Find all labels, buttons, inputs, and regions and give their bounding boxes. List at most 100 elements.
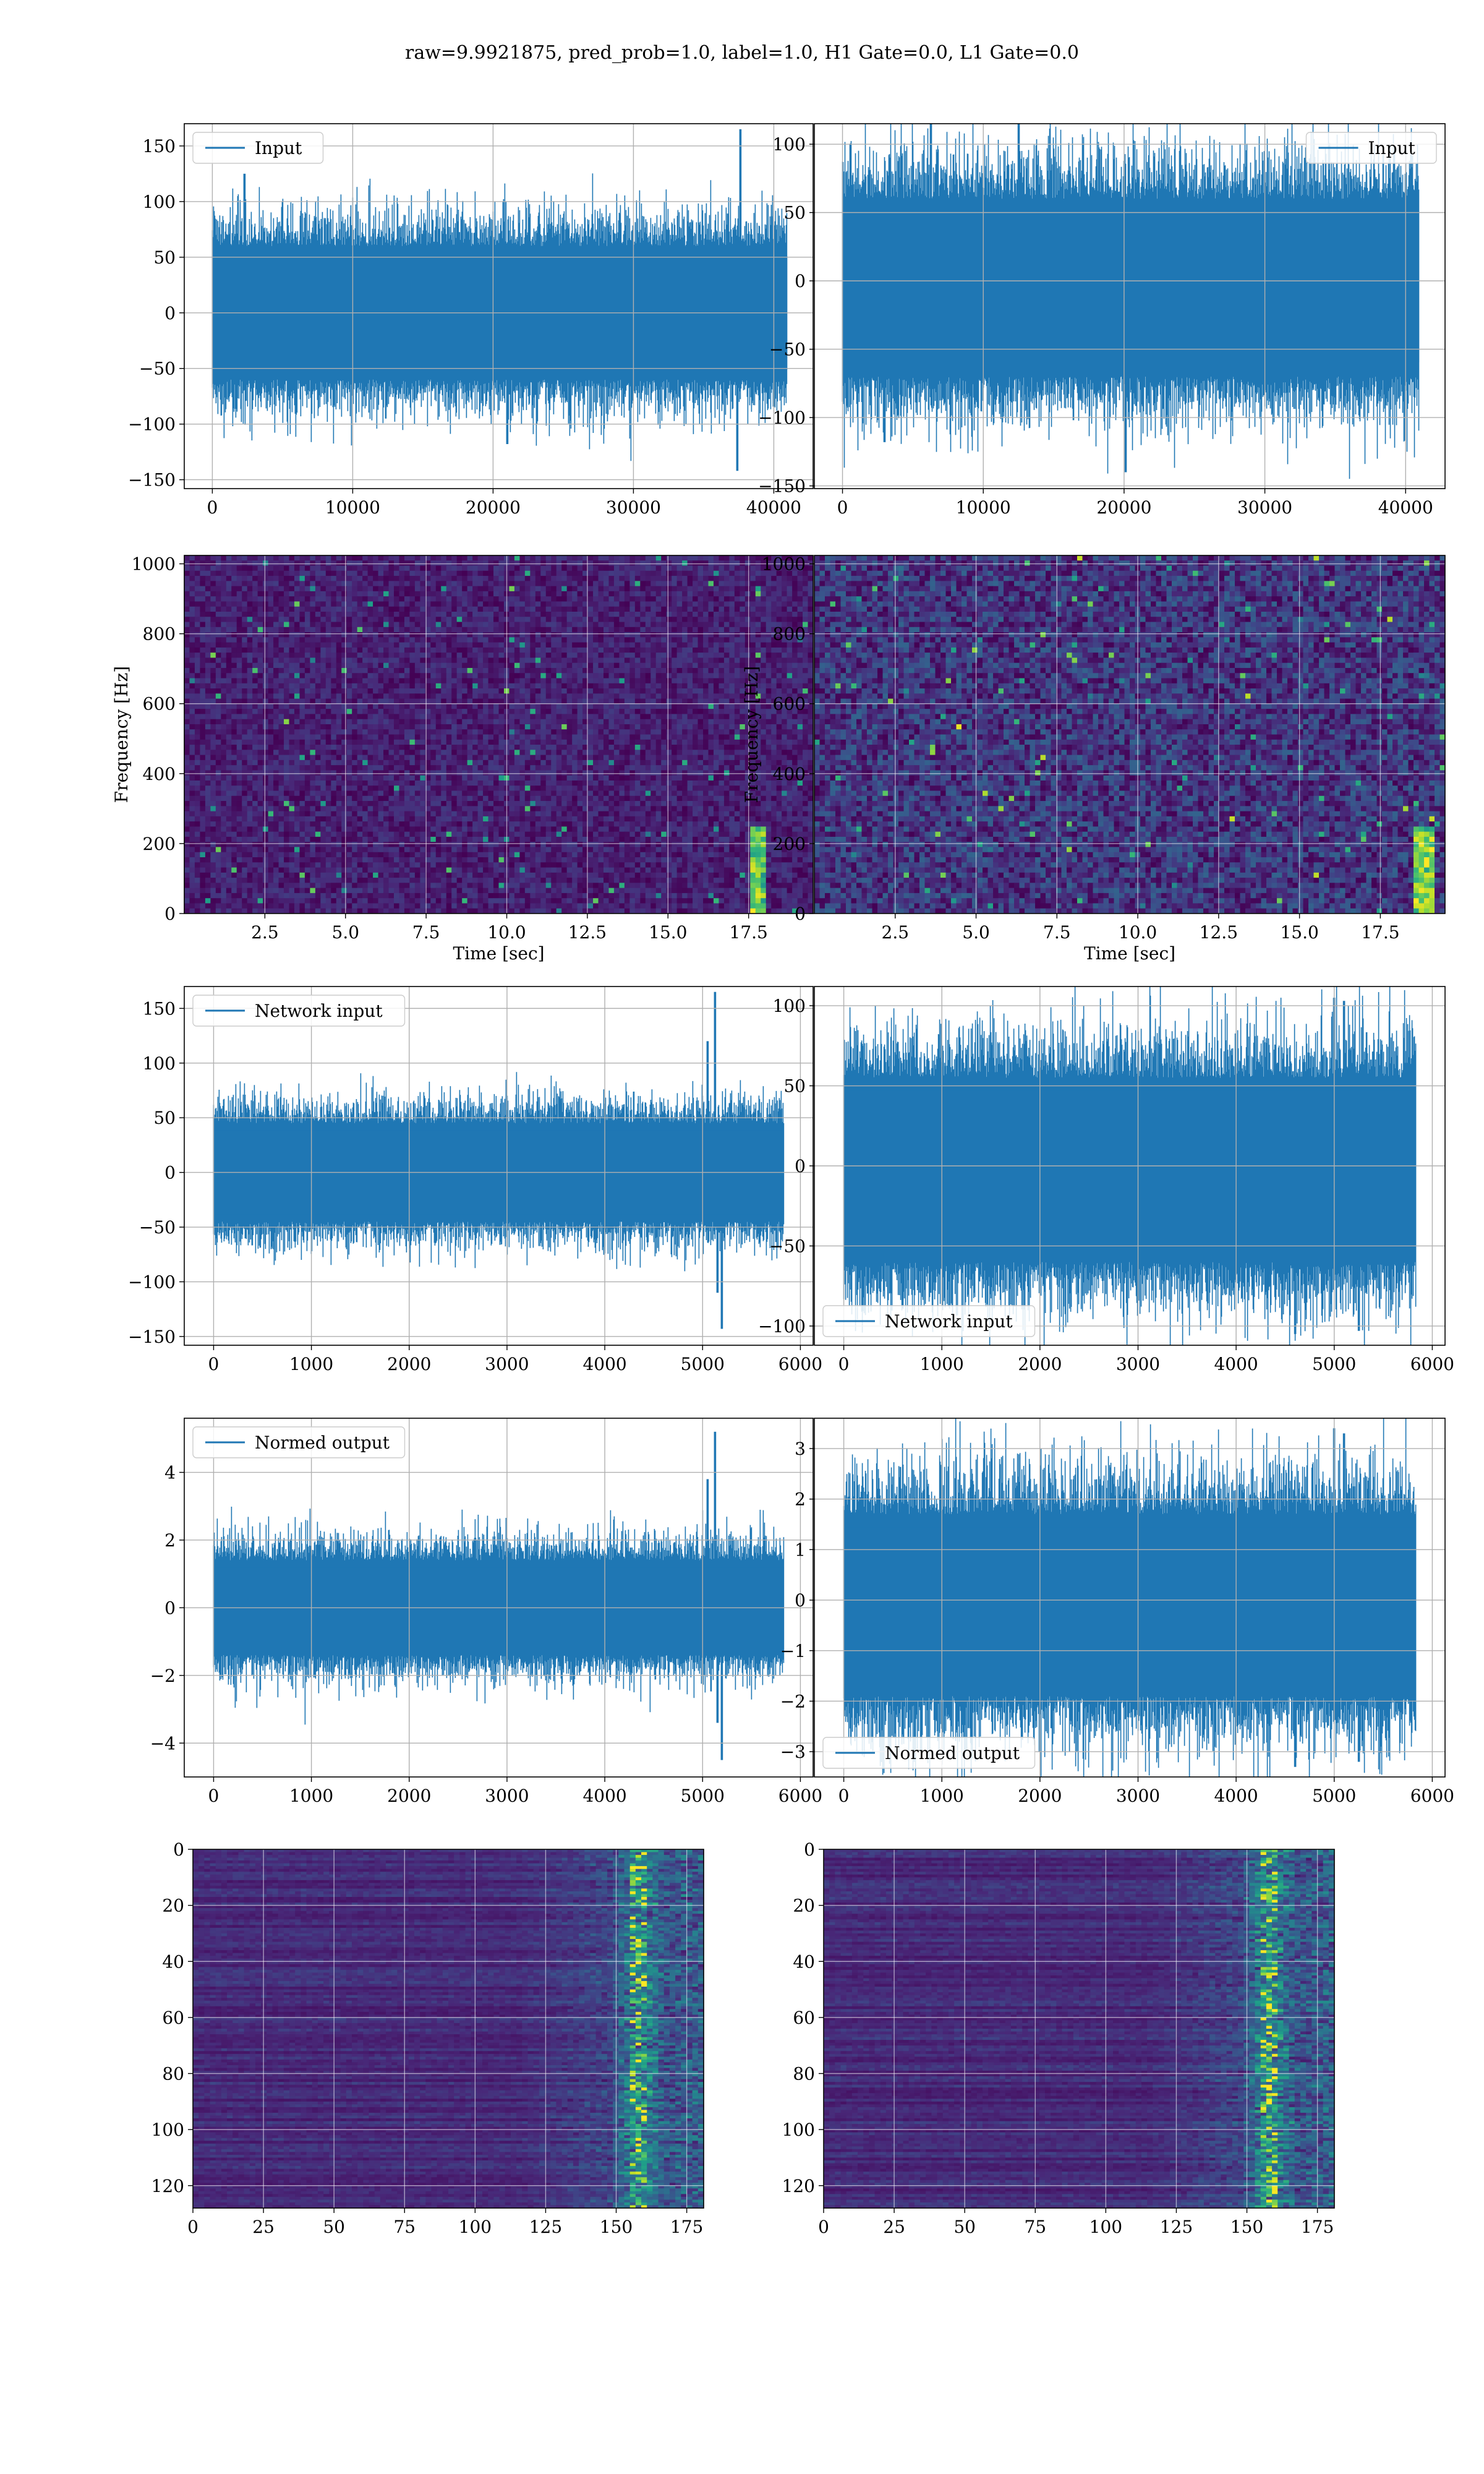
x-tick-label: 175: [670, 2217, 703, 2237]
y-tick-label: 0: [795, 1590, 806, 1611]
x-tick-label: 0: [187, 2217, 198, 2237]
x-tick-label: 3000: [1116, 1786, 1160, 1806]
legend-label: Input: [255, 138, 302, 158]
y-tick-label: 20: [162, 1896, 184, 1916]
heatmap-cells: [824, 1849, 1334, 2208]
y-tick-label: 0: [795, 271, 806, 291]
axes-frame: [184, 555, 814, 914]
x-tick-label: 7.5: [412, 922, 440, 943]
y-tick-label: 150: [143, 998, 176, 1019]
x-tick-label: 30000: [606, 497, 661, 518]
y-tick-label: 0: [173, 1839, 184, 1860]
x-tick-label: 100: [459, 2217, 492, 2237]
y-tick-label: 80: [162, 2064, 184, 2084]
x-tick-label: 2000: [387, 1786, 431, 1806]
l1-input-panel: 0 10000 20000 30000 40000 −150 −100 −50 0 50 100 In…: [758, 123, 1446, 518]
y-tick-label: 600: [143, 694, 176, 714]
y-tick-label: 40: [793, 1951, 815, 1972]
legend: Network input: [192, 995, 406, 1027]
x-tick-label: 6000: [778, 1354, 822, 1374]
y-tick-label: −150: [128, 470, 176, 490]
legend: Input: [192, 132, 324, 164]
x-tick-label: 175: [1301, 2217, 1334, 2237]
y-tick-label: 1000: [132, 554, 176, 575]
h1-network-input-panel: 0 1000 2000 3000 4000 5000 6000−150−100−500501…: [128, 986, 822, 1374]
x-tick-label: 40000: [1378, 497, 1433, 518]
x-tick-label: 50: [323, 2217, 345, 2237]
l1-feature-map-panel: 0 25 50 75 100 125 150 175 0 20 40 60 80 100 120: [782, 1839, 1335, 2237]
x-tick-label: 25: [252, 2217, 275, 2237]
x-tick-label: 40000: [746, 497, 801, 518]
x-tick-label: 3000: [1116, 1354, 1160, 1374]
x-tick-label: 0: [837, 497, 848, 518]
x-tick-label: 5000: [1312, 1786, 1356, 1806]
y-tick-label: −100: [758, 1316, 806, 1337]
x-tick-label: 0: [838, 1354, 850, 1374]
x-tick-label: 6000: [778, 1786, 822, 1806]
y-tick-label: 100: [773, 996, 806, 1016]
axes-frame: [814, 123, 1446, 489]
y-tick-label: 80: [793, 2064, 815, 2084]
y-tick-label: −3: [780, 1742, 806, 1762]
grid: [184, 555, 813, 914]
l1-network-input-panel: 0 1000 2000 3000 4000 5000 6000 −100 −50 0 50 100 Ne…: [758, 986, 1454, 1374]
y-tick-label: 100: [151, 2120, 184, 2140]
y-tick-label: 50: [153, 247, 176, 268]
x-tick-label: 12.5: [568, 922, 607, 943]
x-tick-label: 10000: [956, 497, 1011, 518]
x-tick-label: 15.0: [1280, 922, 1318, 943]
x-tick-label: 17.5: [730, 922, 768, 943]
y-tick-label: −150: [128, 1327, 176, 1347]
x-tick-label: 125: [1160, 2217, 1193, 2237]
series-line: [843, 1418, 1417, 1777]
axes-frame: [814, 1418, 1446, 1778]
series-line: [843, 987, 1417, 1345]
x-tick-label: 0: [208, 1354, 220, 1374]
x-tick-label: 6000: [1410, 1354, 1454, 1374]
y-tick-label: 1000: [762, 554, 806, 575]
y-tick-label: 40: [162, 1951, 184, 1972]
y-tick-label: 100: [773, 134, 806, 155]
y-tick-label: 600: [773, 694, 806, 714]
x-tick-label: 3000: [485, 1786, 529, 1806]
y-tick-label: 100: [143, 192, 176, 212]
x-tick-label: 1000: [920, 1786, 964, 1806]
y-tick-label: 0: [164, 904, 176, 924]
figure-title: raw=9.9921875, pred_prob=1.0, label=1.0,…: [0, 42, 1484, 64]
legend-label: Network input: [885, 1311, 1013, 1332]
x-tick-label: 0: [207, 497, 218, 518]
y-tick-label: −1: [780, 1641, 806, 1661]
x-tick-label: 100: [1090, 2217, 1122, 2237]
y-tick-label: 800: [773, 624, 806, 644]
x-tick-label: 5.0: [332, 922, 360, 943]
y-tick-label: −4: [150, 1733, 176, 1753]
grid: [192, 1849, 704, 2208]
y-tick-label: 200: [773, 834, 806, 854]
h1-spectrogram-panel: 2.5 5.0 7.5 10.0 12.5 15.0 17.5 0 200 400 600 800 10…: [111, 554, 814, 964]
heatmap-cells: [184, 555, 813, 914]
x-tick-label: 10.0: [1119, 922, 1157, 943]
legend: Input: [1305, 132, 1437, 164]
axes-frame: [823, 1849, 1335, 2209]
x-tick-label: 150: [1230, 2217, 1263, 2237]
y-tick-label: 400: [143, 764, 176, 784]
x-tick-label: 2000: [1018, 1786, 1062, 1806]
x-tick-label: 5000: [681, 1786, 725, 1806]
axes-frame: [184, 1418, 814, 1778]
grid: [814, 1418, 1445, 1777]
y-tick-label: 60: [793, 2008, 815, 2028]
x-tick-label: 2.5: [251, 922, 279, 943]
x-tick-label: 1000: [920, 1354, 964, 1374]
y-tick-label: 50: [783, 203, 806, 223]
h1-input-panel: 0 10000 20000 30000 40000−150−100−5005010015…: [128, 123, 814, 518]
h1-feature-map-panel: 0 25 50 75 100 125 150 175 0 20 40 60 80 100 120: [151, 1839, 704, 2237]
x-tick-label: 25: [883, 2217, 905, 2237]
x-axis-label: Time [sec]: [1084, 943, 1175, 964]
y-tick-label: 120: [782, 2176, 815, 2196]
y-tick-label: −100: [128, 414, 176, 435]
y-tick-label: 200: [143, 834, 176, 854]
l1-spectrogram-panel: 2.5 5.0 7.5 10.0 12.5 15.0 17.5 0 200 400 600 800 10…: [741, 554, 1446, 964]
l1-normed-output-panel: 0 1000 2000 3000 4000 5000 6000 −3 −2 −1 0 1 2 3 Norme…: [780, 1418, 1454, 1806]
x-tick-label: 20000: [466, 497, 521, 518]
axes-frame: [192, 1849, 704, 2209]
